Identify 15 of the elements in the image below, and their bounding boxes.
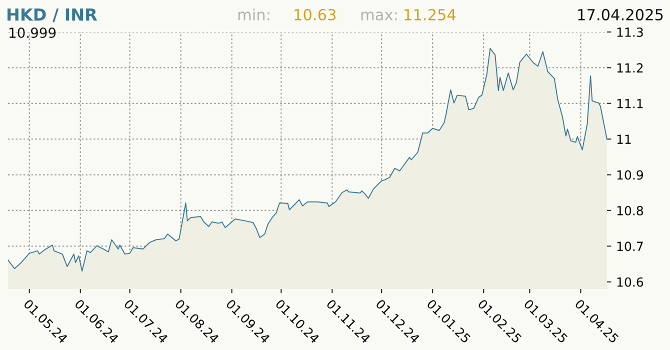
y-tick-label: 11 bbox=[617, 134, 631, 144]
y-tick-label: 10.6 bbox=[617, 277, 644, 287]
y-tick-label: 11.3 bbox=[617, 27, 643, 37]
y-tick-label: 11.2 bbox=[617, 63, 643, 72]
y-tick-label: 10.7 bbox=[617, 242, 643, 252]
annotation: 10.999 bbox=[10, 28, 56, 38]
text: 17.04.2025 bbox=[578, 8, 663, 20]
text: 10.63 bbox=[294, 8, 336, 20]
text: 11.254 bbox=[404, 8, 456, 20]
text: min: bbox=[238, 8, 270, 20]
y-tick-label: 10.9 bbox=[617, 170, 643, 180]
chart-title: HKD / INR bbox=[8, 8, 98, 22]
text: max: bbox=[361, 12, 397, 20]
y-tick-label: 10.8 bbox=[617, 206, 644, 216]
y-tick-label: 11.1 bbox=[617, 99, 643, 108]
